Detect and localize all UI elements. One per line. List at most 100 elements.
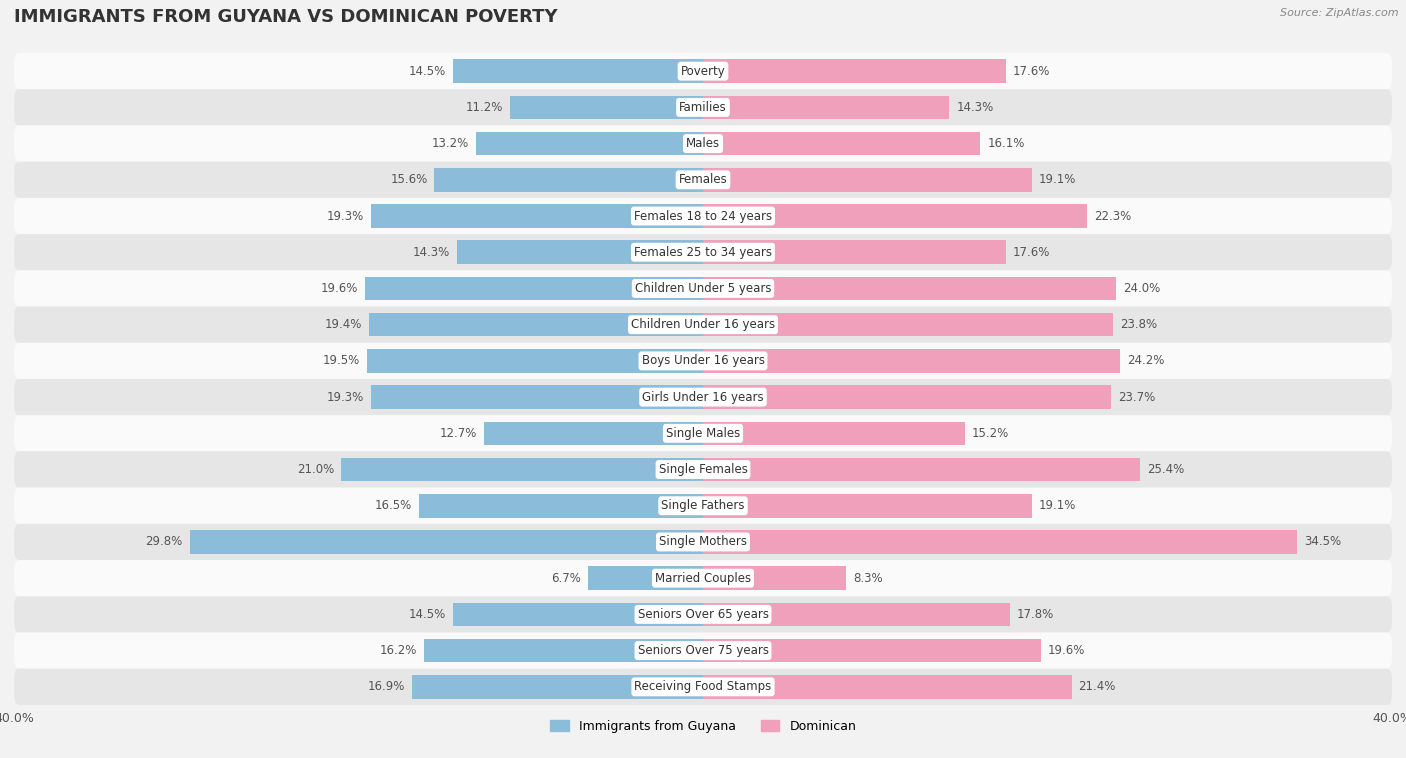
Text: 16.2%: 16.2% [380,644,418,657]
Bar [425,639,703,662]
Bar [703,204,1087,228]
Bar [484,421,703,445]
Text: 13.2%: 13.2% [432,137,468,150]
Text: Females 18 to 24 years: Females 18 to 24 years [634,209,772,223]
Text: 17.6%: 17.6% [1012,246,1050,258]
Bar [703,530,1298,554]
Text: 34.5%: 34.5% [1305,535,1341,549]
Bar [703,349,1119,373]
Bar [453,59,703,83]
Text: 19.1%: 19.1% [1039,500,1076,512]
Bar [190,530,703,554]
Bar [342,458,703,481]
Bar [703,385,1111,409]
Bar [371,385,703,409]
Bar [419,494,703,518]
Text: 17.8%: 17.8% [1017,608,1053,621]
Bar [371,204,703,228]
Bar [703,494,1032,518]
Bar [703,96,949,119]
Bar [703,675,1071,699]
Bar [510,96,703,119]
Bar [703,59,1007,83]
Text: IMMIGRANTS FROM GUYANA VS DOMINICAN POVERTY: IMMIGRANTS FROM GUYANA VS DOMINICAN POVE… [14,8,558,26]
FancyBboxPatch shape [14,89,1392,126]
FancyBboxPatch shape [14,452,1392,487]
Text: 17.6%: 17.6% [1012,64,1050,77]
Text: 23.7%: 23.7% [1118,390,1156,403]
FancyBboxPatch shape [14,198,1392,234]
Text: Families: Families [679,101,727,114]
Text: 21.4%: 21.4% [1078,681,1116,694]
Bar [703,240,1007,264]
Text: 29.8%: 29.8% [146,535,183,549]
FancyBboxPatch shape [14,487,1392,524]
Text: Children Under 16 years: Children Under 16 years [631,318,775,331]
Text: Children Under 5 years: Children Under 5 years [634,282,772,295]
FancyBboxPatch shape [14,597,1392,632]
Text: Source: ZipAtlas.com: Source: ZipAtlas.com [1281,8,1399,17]
Bar [475,132,703,155]
Text: 19.3%: 19.3% [326,209,364,223]
Text: 19.5%: 19.5% [323,355,360,368]
Bar [703,603,1010,626]
FancyBboxPatch shape [14,161,1392,198]
Text: Seniors Over 75 years: Seniors Over 75 years [637,644,769,657]
FancyBboxPatch shape [14,415,1392,452]
Text: 6.7%: 6.7% [551,572,581,584]
Text: Poverty: Poverty [681,64,725,77]
Text: 16.9%: 16.9% [367,681,405,694]
Text: Females 25 to 34 years: Females 25 to 34 years [634,246,772,258]
Text: Single Fathers: Single Fathers [661,500,745,512]
Text: 16.5%: 16.5% [374,500,412,512]
Text: 19.6%: 19.6% [321,282,359,295]
FancyBboxPatch shape [14,560,1392,597]
Text: Receiving Food Stamps: Receiving Food Stamps [634,681,772,694]
Text: Single Mothers: Single Mothers [659,535,747,549]
Text: 14.5%: 14.5% [409,608,446,621]
FancyBboxPatch shape [14,669,1392,705]
FancyBboxPatch shape [14,343,1392,379]
Bar [588,566,703,590]
Text: 14.3%: 14.3% [412,246,450,258]
Text: Single Females: Single Females [658,463,748,476]
Text: Girls Under 16 years: Girls Under 16 years [643,390,763,403]
FancyBboxPatch shape [14,524,1392,560]
FancyBboxPatch shape [14,271,1392,306]
Bar [703,168,1032,192]
Bar [366,277,703,300]
Bar [412,675,703,699]
Text: 24.0%: 24.0% [1123,282,1160,295]
Text: Single Males: Single Males [666,427,740,440]
Text: 23.8%: 23.8% [1119,318,1157,331]
Text: 16.1%: 16.1% [987,137,1025,150]
Bar [367,349,703,373]
FancyBboxPatch shape [14,126,1392,161]
Text: 15.6%: 15.6% [391,174,427,186]
Bar [434,168,703,192]
Text: Married Couples: Married Couples [655,572,751,584]
Text: 14.3%: 14.3% [956,101,994,114]
Text: 12.7%: 12.7% [440,427,478,440]
Text: 24.2%: 24.2% [1126,355,1164,368]
Text: 19.3%: 19.3% [326,390,364,403]
Text: 22.3%: 22.3% [1094,209,1132,223]
Bar [368,313,703,337]
Text: 19.6%: 19.6% [1047,644,1085,657]
Bar [703,313,1114,337]
Bar [457,240,703,264]
Bar [703,566,846,590]
FancyBboxPatch shape [14,306,1392,343]
Text: Males: Males [686,137,720,150]
Bar [703,277,1116,300]
Text: 21.0%: 21.0% [297,463,335,476]
Bar [703,132,980,155]
Text: 8.3%: 8.3% [853,572,883,584]
Bar [453,603,703,626]
Text: 19.4%: 19.4% [325,318,361,331]
Text: 25.4%: 25.4% [1147,463,1185,476]
Bar [703,421,965,445]
Text: 15.2%: 15.2% [972,427,1010,440]
FancyBboxPatch shape [14,379,1392,415]
FancyBboxPatch shape [14,53,1392,89]
